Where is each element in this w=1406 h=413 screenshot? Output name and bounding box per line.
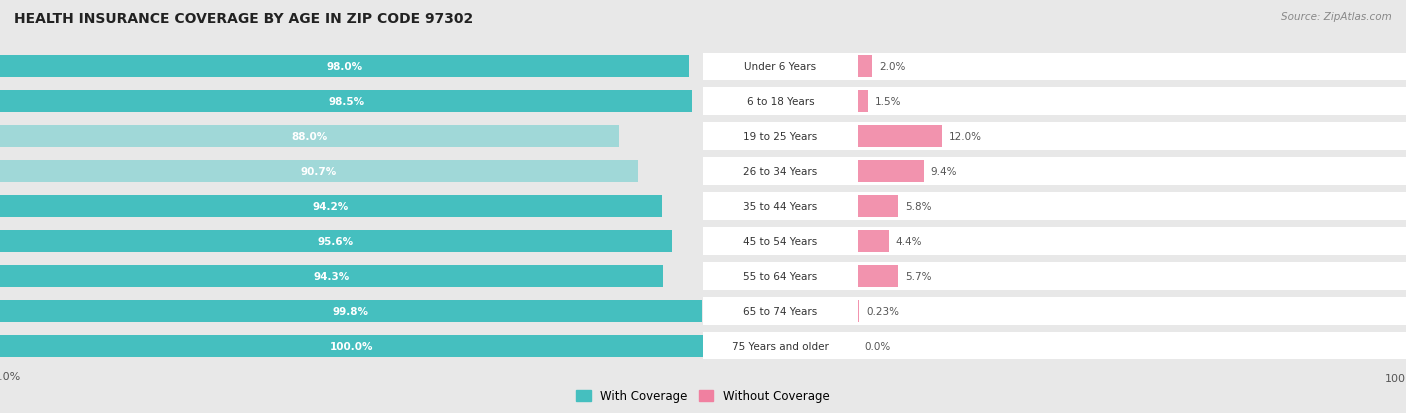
Bar bbox=[703, 88, 858, 116]
Bar bbox=[703, 228, 1406, 255]
Text: 12.0%: 12.0% bbox=[949, 132, 981, 142]
Text: 1.5%: 1.5% bbox=[875, 97, 901, 107]
Text: 0.0%: 0.0% bbox=[865, 341, 891, 351]
Text: 94.2%: 94.2% bbox=[314, 202, 349, 211]
Text: 88.0%: 88.0% bbox=[291, 132, 328, 142]
Bar bbox=[703, 158, 858, 185]
Bar bbox=[703, 158, 1406, 185]
Text: 98.0%: 98.0% bbox=[326, 62, 363, 72]
Bar bbox=[0, 91, 693, 113]
Text: Under 6 Years: Under 6 Years bbox=[744, 62, 817, 72]
Text: 65 to 74 Years: 65 to 74 Years bbox=[744, 306, 817, 316]
Text: 0.23%: 0.23% bbox=[866, 306, 900, 316]
Text: 26 to 34 Years: 26 to 34 Years bbox=[744, 166, 817, 177]
Bar bbox=[0, 266, 664, 287]
Text: 6 to 18 Years: 6 to 18 Years bbox=[747, 97, 814, 107]
Bar bbox=[0, 56, 689, 78]
Text: 4.4%: 4.4% bbox=[896, 236, 922, 247]
Text: HEALTH INSURANCE COVERAGE BY AGE IN ZIP CODE 97302: HEALTH INSURANCE COVERAGE BY AGE IN ZIP … bbox=[14, 12, 474, 26]
Bar bbox=[703, 88, 1406, 116]
Bar bbox=[703, 263, 1406, 290]
Bar bbox=[703, 193, 1406, 220]
Bar bbox=[703, 297, 858, 325]
Text: 45 to 54 Years: 45 to 54 Years bbox=[744, 236, 817, 247]
Bar bbox=[703, 228, 858, 255]
Bar bbox=[703, 123, 858, 150]
Text: 9.4%: 9.4% bbox=[931, 166, 957, 177]
Text: 75 Years and older: 75 Years and older bbox=[733, 341, 828, 351]
Text: Source: ZipAtlas.com: Source: ZipAtlas.com bbox=[1281, 12, 1392, 22]
Text: 94.3%: 94.3% bbox=[314, 271, 350, 281]
Bar bbox=[0, 335, 703, 357]
Text: 2.0%: 2.0% bbox=[879, 62, 905, 72]
Bar bbox=[703, 297, 1406, 325]
Bar bbox=[703, 332, 1406, 360]
Bar bbox=[0, 196, 662, 217]
Text: 100.0%: 100.0% bbox=[330, 341, 373, 351]
Bar bbox=[858, 56, 872, 78]
Bar bbox=[703, 123, 1406, 150]
Bar bbox=[0, 126, 619, 147]
Legend: With Coverage, Without Coverage: With Coverage, Without Coverage bbox=[572, 385, 834, 407]
Text: 5.8%: 5.8% bbox=[905, 202, 932, 211]
Bar bbox=[703, 332, 858, 360]
Bar bbox=[858, 300, 859, 322]
Text: 35 to 44 Years: 35 to 44 Years bbox=[744, 202, 817, 211]
Bar bbox=[0, 300, 702, 322]
Text: 90.7%: 90.7% bbox=[301, 166, 337, 177]
Text: 5.7%: 5.7% bbox=[905, 271, 931, 281]
Bar bbox=[858, 126, 942, 147]
Text: 55 to 64 Years: 55 to 64 Years bbox=[744, 271, 817, 281]
Bar bbox=[858, 161, 924, 183]
Text: 98.5%: 98.5% bbox=[328, 97, 364, 107]
Bar bbox=[703, 193, 858, 220]
Bar bbox=[0, 230, 672, 252]
Bar bbox=[703, 53, 1406, 81]
Bar bbox=[858, 196, 898, 217]
Bar bbox=[858, 266, 898, 287]
Text: 95.6%: 95.6% bbox=[318, 236, 354, 247]
Bar bbox=[858, 230, 889, 252]
Bar bbox=[858, 91, 868, 113]
Bar bbox=[703, 263, 858, 290]
Text: 19 to 25 Years: 19 to 25 Years bbox=[744, 132, 817, 142]
Bar bbox=[703, 53, 858, 81]
Bar bbox=[0, 161, 638, 183]
Text: 99.8%: 99.8% bbox=[333, 306, 368, 316]
